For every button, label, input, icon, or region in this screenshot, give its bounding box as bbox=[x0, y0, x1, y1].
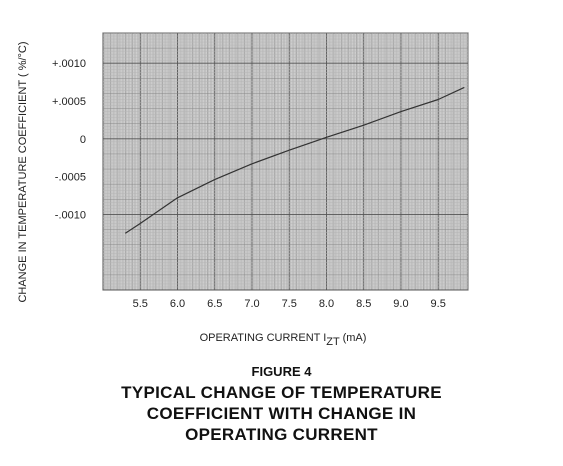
y-tick-label: +.0005 bbox=[52, 96, 86, 108]
x-tick-label: 6.5 bbox=[207, 298, 222, 310]
x-tick-label: 9.5 bbox=[431, 298, 446, 310]
series-line-0 bbox=[124, 86, 465, 234]
x-tick-label: 8.0 bbox=[319, 298, 334, 310]
plot-area bbox=[102, 32, 469, 291]
x-tick-label: 9.0 bbox=[393, 298, 408, 310]
figure-title-line-3: OPERATING CURRENT bbox=[185, 425, 378, 444]
grid bbox=[102, 32, 469, 291]
figure-title-line-2: COEFFICIENT WITH CHANGE IN bbox=[146, 404, 417, 423]
y-axis-label: CHANGE IN TEMPERATURE COEFFICIENT ( %/°C… bbox=[17, 41, 29, 302]
y-tick-label: +.0010 bbox=[52, 58, 86, 70]
y-tick-labels: +.0010 +.0005 0 -.0005 -.0010 bbox=[52, 58, 86, 221]
x-tick-label: 7.5 bbox=[282, 298, 297, 310]
x-tick-label: 8.5 bbox=[356, 298, 371, 310]
figure-title: TYPICAL CHANGE OF TEMPERATURE COEFFICIEN… bbox=[0, 382, 563, 445]
series-group bbox=[124, 86, 465, 234]
x-tick-label: 5.5 bbox=[133, 298, 148, 310]
x-tick-labels: 5.5 6.0 6.5 7.0 7.5 8.0 8.5 9.0 9.5 bbox=[133, 298, 446, 310]
x-axis-label: OPERATING CURRENT IZT (mA) bbox=[200, 332, 367, 348]
chart: 5.5 6.0 6.5 7.0 7.5 8.0 8.5 9.0 9.5 +.0010 +.0005… bbox=[17, 32, 469, 348]
x-tick-label: 7.0 bbox=[244, 298, 259, 310]
x-tick-label: 6.0 bbox=[170, 298, 185, 310]
y-tick-label: -.0010 bbox=[55, 209, 86, 221]
y-tick-label: -.0005 bbox=[55, 172, 86, 184]
y-tick-label: 0 bbox=[80, 134, 86, 146]
figure-title-line-1: TYPICAL CHANGE OF TEMPERATURE bbox=[121, 383, 442, 402]
plot-background bbox=[102, 32, 469, 291]
figure-number: FIGURE 4 bbox=[251, 364, 312, 379]
